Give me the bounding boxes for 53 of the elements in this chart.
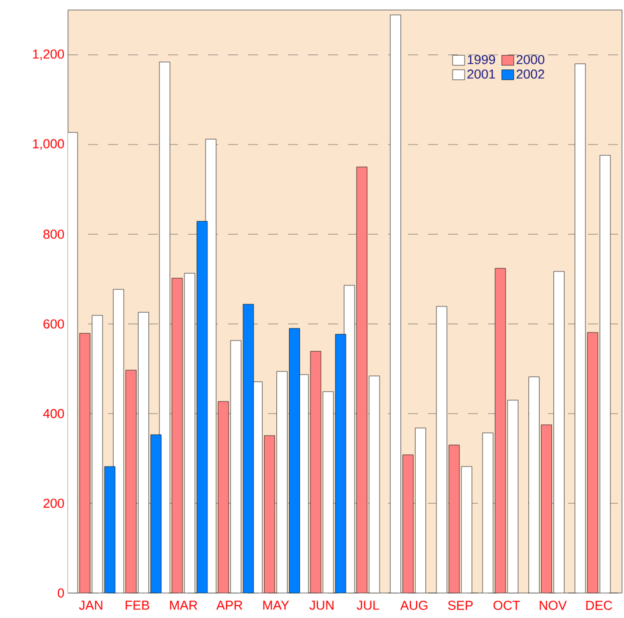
bar: [600, 155, 611, 593]
bar: [184, 273, 196, 593]
x-tick-label: SEP: [448, 600, 473, 610]
bar: [218, 401, 229, 593]
y-tick-label: 200: [44, 498, 64, 508]
bar: [541, 424, 552, 593]
y-tick-label: 1,200: [33, 49, 64, 60]
x-tick-label: MAY: [263, 600, 290, 610]
legend-label: 1999: [468, 54, 496, 64]
x-tick-label: MAR: [170, 600, 198, 610]
bar: [92, 315, 103, 593]
bar: [322, 391, 334, 593]
x-tick-label: JUL: [356, 600, 380, 610]
bar: [138, 312, 149, 593]
bar: [448, 444, 460, 593]
bar: [356, 166, 368, 593]
legend-label: 2001: [467, 70, 495, 79]
y-tick-label: 400: [43, 409, 64, 418]
bar: [150, 434, 162, 593]
x-tick-label: FEB: [126, 600, 150, 610]
bar: [587, 332, 598, 593]
x-tick-label: JAN: [79, 600, 102, 610]
bar: [230, 340, 242, 593]
x-tick-label: JUN: [310, 600, 334, 610]
bar: [554, 271, 564, 593]
bar: [172, 278, 183, 593]
bar: [196, 221, 208, 593]
x-tick-label: NOV: [540, 600, 567, 610]
bar: [104, 466, 116, 593]
bar: [415, 428, 426, 593]
bar: [368, 376, 380, 593]
legend-label: 2002: [516, 70, 544, 79]
x-tick-label: OCT: [494, 600, 520, 610]
bar: [335, 334, 346, 593]
legend-label: 2000: [516, 54, 544, 64]
bar: [276, 371, 288, 593]
y-tick-label: 0: [58, 588, 64, 598]
bar: [126, 370, 136, 593]
x-tick-label: DEC: [586, 600, 612, 610]
x-tick-label: AUG: [400, 600, 428, 610]
y-tick-label: 800: [43, 230, 64, 239]
bar: [242, 304, 254, 593]
bar: [508, 400, 518, 593]
bar: [402, 454, 414, 593]
bar: [264, 435, 275, 593]
bar: [79, 333, 90, 593]
bar: [310, 351, 322, 593]
bar: [494, 268, 506, 593]
y-tick-label: 1,000: [33, 139, 64, 150]
x-tick-label: APR: [216, 600, 242, 610]
y-tick-label: 600: [44, 319, 64, 329]
bar: [289, 328, 300, 593]
bar: [461, 466, 472, 593]
